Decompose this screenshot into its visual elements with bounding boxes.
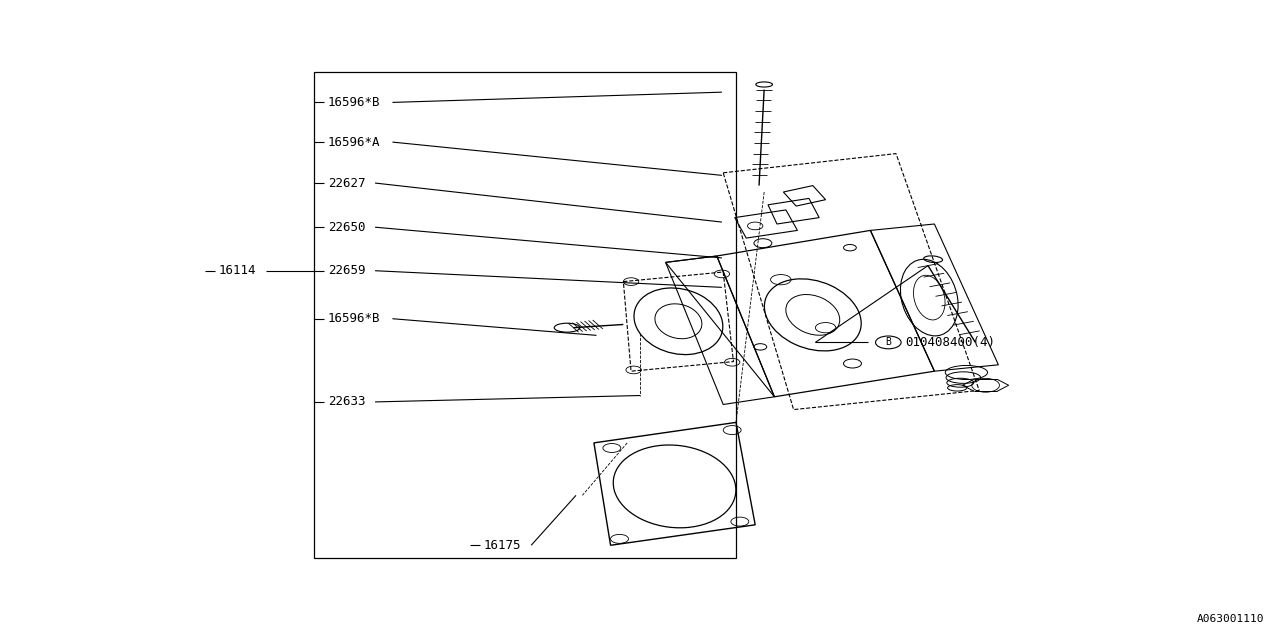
Text: 16596*B: 16596*B <box>328 96 380 109</box>
Bar <box>314 72 736 558</box>
Text: B: B <box>886 337 891 348</box>
Text: 16175: 16175 <box>484 539 521 552</box>
Text: 22650: 22650 <box>328 221 365 234</box>
Text: 16114: 16114 <box>219 264 256 277</box>
Text: 22627: 22627 <box>328 177 365 189</box>
Text: A063001110: A063001110 <box>1197 614 1265 624</box>
Text: 010408400(4): 010408400(4) <box>905 336 995 349</box>
Text: 16596*A: 16596*A <box>328 136 380 148</box>
Text: 22633: 22633 <box>328 396 365 408</box>
Text: 16596*B: 16596*B <box>328 312 380 325</box>
Text: 22659: 22659 <box>328 264 365 277</box>
